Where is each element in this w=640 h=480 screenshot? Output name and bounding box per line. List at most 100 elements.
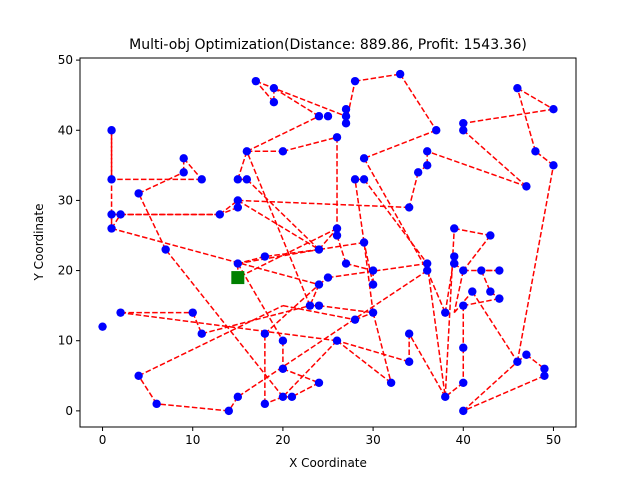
plot-frame: [79, 57, 577, 428]
customer-node: [341, 119, 351, 128]
route-segment: [444, 256, 455, 313]
customer-node: [107, 126, 116, 135]
customer-node: [116, 210, 125, 219]
customer-node: [350, 76, 360, 86]
customer-node: [404, 203, 414, 212]
route-segment: [327, 262, 428, 279]
customer-node: [459, 378, 468, 387]
y-tick-label: 30: [58, 193, 73, 207]
route-segment: [462, 361, 518, 412]
route-segment: [336, 340, 392, 384]
route-segment: [201, 304, 311, 335]
node-layer: [98, 69, 558, 416]
y-tick-label: 40: [58, 123, 73, 137]
y-ticks: 0 10 20 30 40 50: [58, 53, 80, 418]
route-segment: [399, 73, 437, 131]
route-segment: [516, 165, 555, 362]
route-segment: [363, 178, 428, 264]
customer-node: [450, 224, 459, 233]
customer-node: [197, 329, 206, 338]
customer-node: [549, 161, 558, 170]
route-segment: [237, 199, 410, 209]
customer-node: [332, 336, 342, 345]
customer-node: [323, 273, 333, 282]
route-segment: [363, 129, 437, 160]
customer-node: [341, 259, 351, 268]
customer-node: [251, 76, 261, 86]
customer-node: [152, 399, 161, 409]
x-tick-label: 10: [185, 433, 200, 447]
customer-node: [404, 357, 414, 366]
customer-node: [332, 224, 342, 233]
route-segment: [318, 227, 338, 251]
route-segment: [120, 311, 338, 342]
customer-node: [98, 322, 107, 331]
customer-node: [305, 301, 315, 310]
route-segment: [246, 178, 320, 251]
customer-node: [459, 119, 468, 128]
customer-node: [522, 182, 531, 191]
route-segment: [138, 304, 284, 377]
customer-node: [323, 112, 333, 121]
route-segment: [426, 150, 527, 188]
customer-node: [441, 392, 450, 402]
customer-node: [269, 98, 279, 107]
route-segment: [156, 403, 229, 412]
route-segment: [453, 270, 465, 313]
customer-node: [350, 315, 360, 324]
x-axis-label: X Coordinate: [289, 456, 367, 470]
route-segment: [237, 199, 320, 251]
route-segment: [318, 304, 374, 314]
route-segment: [345, 262, 374, 272]
customer-node: [116, 308, 125, 317]
customer-node: [314, 245, 324, 254]
customer-node: [432, 126, 441, 135]
customer-node: [233, 392, 243, 402]
customer-node: [242, 147, 252, 156]
customer-node: [233, 196, 243, 205]
route-segment: [516, 87, 537, 152]
route-segment: [246, 151, 311, 306]
customer-node: [459, 266, 468, 275]
route-segment: [444, 228, 455, 397]
route-segment: [408, 172, 419, 208]
customer-node: [540, 364, 549, 373]
customer-node: [314, 301, 324, 310]
customer-node: [260, 252, 270, 261]
customer-node: [513, 83, 522, 93]
y-tick-label: 20: [58, 264, 73, 278]
route-segment: [282, 136, 338, 153]
customer-node: [197, 175, 206, 184]
route-segment: [237, 151, 248, 180]
route-segment: [453, 291, 473, 314]
customer-node: [350, 175, 360, 184]
x-ticks: 0 10 20 30 40 50: [99, 427, 561, 447]
customer-node: [486, 231, 495, 240]
customer-node: [459, 126, 468, 135]
customer-node: [224, 406, 233, 416]
customer-node: [459, 406, 468, 416]
customer-node: [278, 147, 288, 156]
route-segment: [282, 340, 338, 398]
customer-node: [513, 357, 522, 366]
customer-node: [314, 378, 324, 387]
route-segment: [137, 375, 158, 405]
customer-node: [359, 175, 369, 184]
customer-node: [531, 147, 540, 156]
customer-node: [495, 294, 504, 303]
customer-node: [278, 336, 288, 345]
customer-node: [179, 154, 188, 163]
customer-node: [278, 392, 288, 402]
customer-node: [260, 329, 270, 338]
route-segment: [282, 368, 320, 384]
customer-node: [540, 371, 549, 380]
route-segment: [517, 87, 554, 110]
route-segment: [363, 242, 374, 313]
route-segment: [137, 193, 167, 250]
customer-node: [179, 168, 188, 177]
customer-node: [188, 308, 197, 317]
route-segment: [408, 333, 446, 398]
customer-node: [314, 112, 324, 121]
route-segment: [462, 235, 491, 272]
customer-node: [413, 168, 423, 177]
